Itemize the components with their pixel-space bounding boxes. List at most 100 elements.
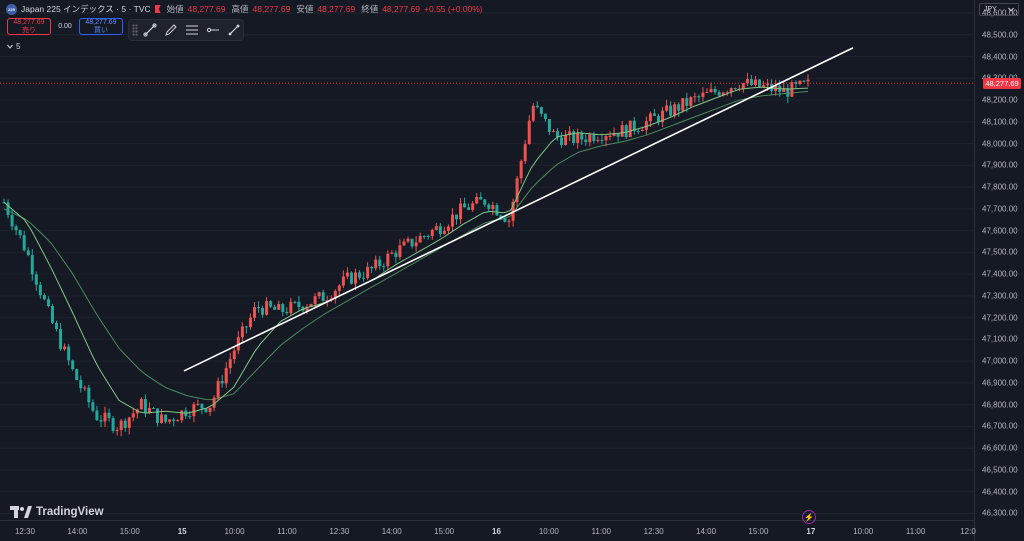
price-tick-label: 46,600.00 xyxy=(982,443,1018,453)
indicator-toggle[interactable]: 5 xyxy=(7,42,20,51)
candle-body xyxy=(596,139,600,142)
candle-body xyxy=(693,96,697,98)
candle-body xyxy=(358,272,362,278)
candle-body xyxy=(228,359,232,369)
drag-handle-icon[interactable] xyxy=(132,24,138,36)
candle-body xyxy=(75,369,79,381)
moving-average-slow-line xyxy=(3,90,809,401)
price-tick-label: 47,600.00 xyxy=(982,226,1018,236)
price-tick-label: 48,400.00 xyxy=(982,52,1018,62)
change-value: +0.55 (+0.00%) xyxy=(424,4,483,14)
candle-body xyxy=(556,131,560,138)
sell-label: 売り xyxy=(22,26,36,34)
chart-canvas[interactable] xyxy=(0,0,974,520)
candle-body xyxy=(709,88,713,92)
price-tick-label: 48,500.00 xyxy=(982,30,1018,40)
candle-body xyxy=(422,236,426,238)
candle-body xyxy=(390,252,394,254)
price-tick-label: 47,400.00 xyxy=(982,269,1018,279)
price-tick-label: 48,100.00 xyxy=(982,117,1018,127)
candle-body xyxy=(705,91,709,93)
candle-body xyxy=(414,242,418,247)
candle-body xyxy=(648,113,652,122)
candle-body xyxy=(244,326,248,328)
candle-body xyxy=(782,88,786,92)
lightning-icon[interactable]: ⚡ xyxy=(802,510,816,524)
time-axis[interactable]: 12:30 14:00 15:00 15 10:00 11:00 12:30 14:00 15:… xyxy=(0,520,976,541)
sell-price: 48,277.69 xyxy=(13,18,45,26)
candle-body xyxy=(729,88,733,93)
candle-body xyxy=(568,131,572,135)
high-label: 高値 xyxy=(231,4,249,14)
price-tick-label: 46,900.00 xyxy=(982,378,1018,388)
sell-button[interactable]: 48,277.69 売り xyxy=(7,18,51,35)
candle-body xyxy=(269,301,273,307)
candle-body xyxy=(410,238,414,247)
open-value: 48,277.69 xyxy=(187,4,226,14)
candle-body xyxy=(798,80,802,84)
ray-tool-icon[interactable] xyxy=(205,21,222,39)
day-tick-label: 17 xyxy=(806,527,816,536)
candle-body xyxy=(192,404,196,417)
candle-body xyxy=(547,119,551,132)
candle-body xyxy=(277,303,281,310)
candle-body xyxy=(115,429,119,431)
candle-body xyxy=(232,350,236,360)
candle-body xyxy=(240,326,244,338)
day-tick-label: 15 xyxy=(177,527,187,536)
trade-panel: 48,277.69 売り 0.00 48,277.69 買い xyxy=(7,18,123,35)
candle-body xyxy=(313,296,317,304)
candle-body xyxy=(151,408,155,410)
symbol-title[interactable]: Japan 225 インデックス · 5 · TVC xyxy=(21,4,151,14)
candle-body xyxy=(398,245,402,258)
candle-body xyxy=(491,205,495,209)
parallel-channel-tool-icon[interactable] xyxy=(184,21,201,39)
candle-body xyxy=(147,408,151,413)
candle-body xyxy=(289,301,293,314)
candle-body xyxy=(426,236,430,238)
candle-body xyxy=(180,410,184,421)
buy-button[interactable]: 48,277.69 買い xyxy=(79,18,123,35)
candle-body xyxy=(657,115,661,123)
candle-body xyxy=(503,217,507,222)
candle-body xyxy=(119,420,123,430)
candle-body xyxy=(212,397,216,408)
candle-body xyxy=(382,266,386,268)
candle-body xyxy=(38,284,42,296)
tradingview-logo[interactable]: TradingView xyxy=(10,506,104,518)
candle-body xyxy=(123,420,127,428)
trend-line-tool-icon[interactable] xyxy=(142,21,159,39)
candle-body xyxy=(374,259,378,269)
candle-body xyxy=(386,253,390,267)
candle-body xyxy=(523,144,527,162)
last-price-badge: 48,277.69 xyxy=(983,77,1021,89)
price-tick-label: 47,100.00 xyxy=(982,334,1018,344)
candle-body xyxy=(30,255,34,275)
candle-body xyxy=(265,301,269,315)
candle-body xyxy=(446,226,450,231)
candle-body xyxy=(539,107,543,114)
pencil-tool-icon[interactable] xyxy=(163,21,180,39)
candle-body xyxy=(394,252,398,258)
currency-selector[interactable]: JPY xyxy=(979,3,1019,16)
moving-average-slow xyxy=(3,90,809,401)
candle-body xyxy=(273,306,277,310)
candle-body xyxy=(632,120,636,131)
segment-tool-icon[interactable] xyxy=(226,21,243,39)
candle-body xyxy=(26,250,30,256)
candle-body xyxy=(733,88,737,90)
candle-body xyxy=(551,131,555,133)
candle-body xyxy=(353,272,357,284)
candle-body xyxy=(608,135,612,137)
candle-body xyxy=(640,129,644,132)
flag-icon[interactable] xyxy=(154,5,161,13)
candle-body xyxy=(317,292,321,297)
candle-body xyxy=(543,113,547,120)
candle-body xyxy=(519,161,523,179)
candle-body xyxy=(644,121,648,130)
candle-body xyxy=(143,399,147,413)
candle-body xyxy=(604,136,608,141)
chevron-down-icon[interactable] xyxy=(7,44,13,49)
price-axis[interactable]: 48,600.0048,500.0048,400.0048,300.0048,2… xyxy=(974,0,1024,541)
candle-body xyxy=(701,92,705,97)
